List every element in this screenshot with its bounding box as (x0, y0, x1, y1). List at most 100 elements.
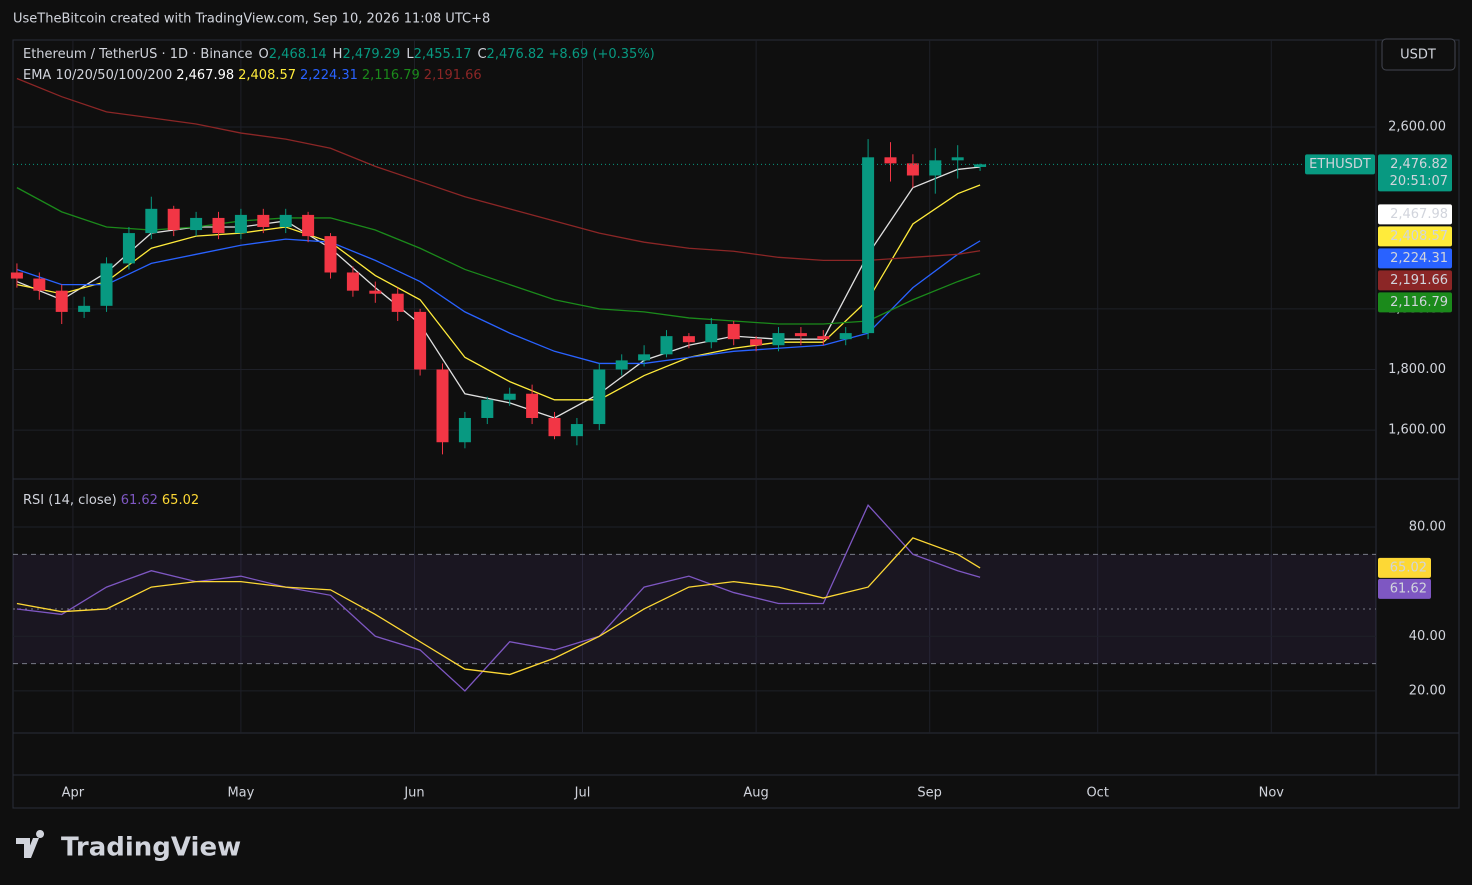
candle-body (257, 214, 270, 228)
y-tick-label: 1,800.00 (1388, 362, 1446, 377)
candle-body (929, 160, 942, 176)
legend-value: 2,224.31 (300, 68, 358, 83)
rsi-line (16, 537, 981, 676)
currency-button-label[interactable]: USDT (1400, 48, 1436, 63)
y-tick-label: 1,600.00 (1388, 423, 1446, 438)
candle-body (660, 336, 673, 355)
ohlc-key: H (333, 47, 343, 62)
ohlc-key: L (406, 47, 414, 62)
candle-body (548, 417, 561, 437)
grid (13, 40, 1376, 733)
legend-value: +8.69 (+0.35%) (548, 47, 654, 62)
candle-body (750, 339, 763, 346)
candle-body (391, 293, 404, 312)
candle-body (705, 324, 718, 343)
ema-line (16, 77, 981, 262)
legend-value: 2,408.57 (238, 68, 296, 83)
ema-tag (1378, 292, 1452, 313)
ema-tag (1378, 270, 1452, 291)
legend-value: 2,467.98 (176, 68, 234, 83)
candle-body (302, 214, 315, 237)
candle-body (884, 157, 897, 164)
ohlc-value: 2,479.29 (342, 47, 400, 62)
chart-frame (12, 39, 1460, 809)
rsi-line (16, 503, 981, 692)
symbol-tag (1305, 154, 1375, 175)
candle-body (369, 290, 382, 294)
candle-body (817, 336, 830, 340)
candle-body (638, 354, 651, 361)
ohlc-value: 2,455.17 (414, 47, 472, 62)
candle-body (593, 369, 606, 425)
rsi-tag (1378, 557, 1431, 578)
rsi-title: RSI (14, close) (23, 493, 117, 508)
legend-value: 65.02 (162, 493, 199, 508)
ema-tag-label: 2,116.79 (1390, 295, 1448, 310)
rsi-tag-label: 65.02 (1390, 560, 1427, 575)
candle-body (974, 164, 987, 167)
ohlc-key: C (477, 47, 486, 62)
candle-body (862, 157, 875, 334)
ema-tag (1378, 204, 1452, 225)
candle-body (190, 217, 203, 231)
brand-logo (16, 830, 45, 858)
candle-body (727, 324, 740, 340)
ema-tag-label: 2,224.31 (1390, 251, 1448, 266)
countdown-label: 20:51:07 (1390, 174, 1448, 189)
legend-value: 61.62 (121, 493, 158, 508)
y-tick-label: 80.00 (1409, 519, 1446, 534)
brand-name: TradingView (61, 833, 241, 863)
logo-mark (16, 830, 45, 858)
ohlc-value: 2,468.14 (269, 47, 327, 62)
rsi-tag (1378, 578, 1431, 599)
candle-body (78, 305, 91, 312)
symbol-title: Ethereum / TetherUS · 1D · Binance (23, 47, 253, 62)
candle-body (33, 278, 46, 291)
y-tick-label: 2,600.00 (1388, 119, 1446, 134)
x-tick-label: Sep (917, 786, 942, 801)
x-tick-label: May (227, 786, 254, 801)
ema-line (16, 187, 981, 325)
candle-body (503, 393, 516, 400)
candle-body (458, 417, 471, 443)
x-tick-label: Apr (62, 786, 85, 801)
candle-body (839, 333, 852, 340)
y-tick-label: 20.00 (1409, 683, 1446, 698)
candle-body (772, 333, 785, 346)
candle-body (145, 208, 158, 234)
currency-button[interactable] (1381, 38, 1456, 71)
ema-tag-label: 2,467.98 (1390, 207, 1448, 222)
candle-body (526, 393, 539, 418)
candle-body (615, 360, 628, 370)
x-tick-label: Aug (743, 786, 768, 801)
ema-line (16, 238, 981, 365)
candle-body (951, 157, 964, 161)
y-tick-label: 40.00 (1409, 629, 1446, 644)
plot (10, 77, 1376, 692)
candle-body (570, 424, 583, 437)
legend-value: 2,191.66 (424, 68, 482, 83)
candle-body (122, 233, 135, 264)
x-tick-label: Nov (1259, 786, 1285, 801)
candle-body (324, 236, 337, 273)
ema-tag-label: 2,408.57 (1390, 229, 1448, 244)
candle-body (100, 263, 113, 306)
ohlc-key: O (259, 47, 269, 62)
ema-tag (1378, 248, 1452, 269)
candle-body (414, 311, 427, 370)
x-tick-label: Jul (574, 786, 591, 801)
attribution: UseTheBitcoin created with TradingView.c… (13, 12, 490, 27)
axes: 1,600.001,800.002,000.002,600.00AprMayJu… (62, 119, 1452, 801)
candle-body (10, 272, 23, 279)
rsi-tag-label: 61.62 (1390, 581, 1427, 596)
x-tick-label: Jun (403, 786, 424, 801)
legend-value: 2,116.79 (362, 68, 420, 83)
ema-legend: EMA 10/20/50/100/200 2,467.98 2,408.57 2,22… (23, 68, 482, 83)
candle-body (167, 208, 180, 231)
candle-body (212, 217, 225, 234)
ema-tag (1378, 226, 1452, 247)
symbol-legend: Ethereum / TetherUS · 1D · Binance O2,468… (23, 47, 655, 62)
candle-body (436, 369, 449, 443)
candle-body (55, 290, 68, 312)
